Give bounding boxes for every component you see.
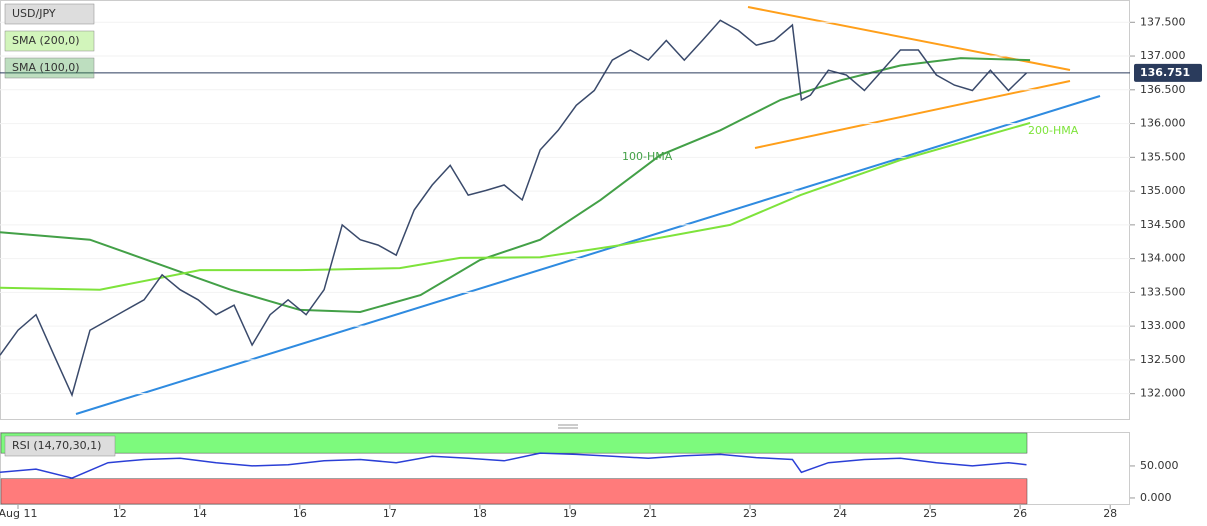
panel-title: RSI (14,70,30,1) <box>12 439 101 452</box>
x-tick-label: 14 <box>193 507 207 520</box>
x-tick-label: 21 <box>643 507 657 520</box>
legend-box <box>4 3 95 25</box>
legend-label: USD/JPY <box>12 7 56 20</box>
y-tick-label: 134.000 <box>1140 252 1186 265</box>
legend-label: SMA (100,0) <box>12 61 80 74</box>
x-tick-label: 28 <box>1103 507 1117 520</box>
y-tick-label: 0.000 <box>1140 491 1172 504</box>
x-tick-label: 24 <box>833 507 847 520</box>
x-tick-label: 16 <box>293 507 307 520</box>
legend-box <box>4 57 95 79</box>
oversold-zone <box>0 478 1028 505</box>
x-tick-label: Aug 11 <box>0 507 38 520</box>
y-tick-label: 133.000 <box>1140 319 1186 332</box>
x-tick-label: 25 <box>923 507 937 520</box>
y-tick-label: 137.500 <box>1140 15 1186 28</box>
legend-box <box>4 30 95 52</box>
overbought-zone <box>0 432 1028 454</box>
series-line <box>0 19 1028 398</box>
trend-line <box>75 95 1101 415</box>
x-tick-label: 12 <box>113 507 127 520</box>
y-tick-label: 136.000 <box>1140 117 1186 130</box>
x-tick-label: 18 <box>473 507 487 520</box>
y-tick-label: 132.000 <box>1140 387 1186 400</box>
annotation: 100-HMA <box>622 150 673 163</box>
trend-line <box>754 80 1071 149</box>
annotation: 200-HMA <box>1028 124 1079 137</box>
x-tick-label: 17 <box>383 507 397 520</box>
last-price-box <box>1134 63 1202 82</box>
y-tick-label: 136.500 <box>1140 83 1186 96</box>
y-tick-label: 132.500 <box>1140 353 1186 366</box>
y-tick-label: 134.500 <box>1140 218 1186 231</box>
y-tick-label: 135.500 <box>1140 150 1186 163</box>
y-tick-label: 133.500 <box>1140 285 1186 298</box>
y-tick-label: 50.000 <box>1140 459 1179 472</box>
x-tick-label: 23 <box>743 507 757 520</box>
x-tick-label: 26 <box>1013 507 1027 520</box>
y-tick-label: 137.000 <box>1140 49 1186 62</box>
legend-label: SMA (200,0) <box>12 34 80 47</box>
y-tick-label: 135.000 <box>1140 184 1186 197</box>
series-line <box>0 121 1031 291</box>
x-tick-label: 19 <box>563 507 577 520</box>
series-line <box>0 57 1031 314</box>
price-panel <box>0 0 1130 420</box>
series-line <box>0 452 1027 479</box>
last-price-label: 136.751 <box>1140 66 1190 79</box>
legend-box <box>4 435 116 457</box>
